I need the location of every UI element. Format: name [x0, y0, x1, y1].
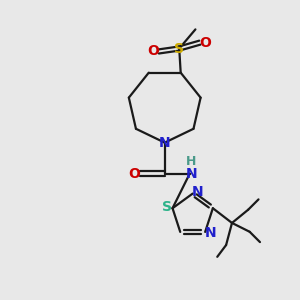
Text: S: S [162, 200, 172, 214]
Text: N: N [205, 226, 216, 240]
Text: H: H [186, 155, 196, 168]
Text: O: O [147, 44, 159, 58]
Text: N: N [185, 167, 197, 181]
Text: S: S [174, 41, 184, 56]
Text: O: O [199, 36, 211, 50]
Text: O: O [128, 167, 140, 181]
Text: N: N [192, 185, 204, 199]
Text: N: N [159, 136, 170, 150]
